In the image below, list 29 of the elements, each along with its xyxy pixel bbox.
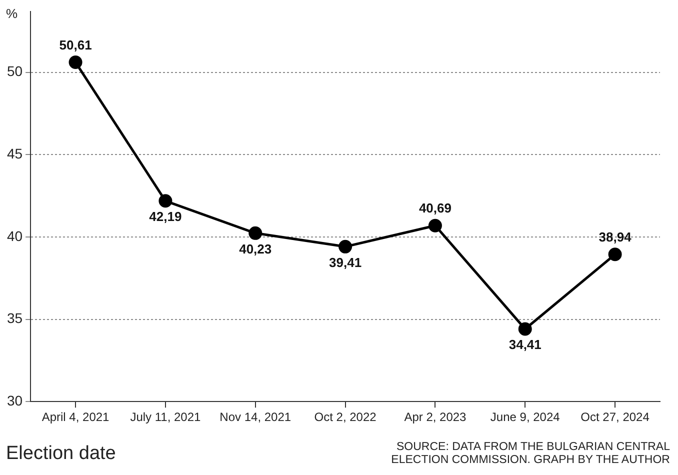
point — [248, 226, 262, 240]
y-tick-label: 50 — [6, 63, 23, 80]
x-axis-title: Election date — [6, 443, 116, 465]
source-note: SOURCE: DATA FROM THE BULGARIAN CENTRAL ELECTION COMMISSION. GRAPH BY THE AUTHOR — [390, 441, 670, 467]
x-tick-label: Oct 27, 2024 — [580, 410, 650, 424]
x-tick-label: June 9, 2024 — [490, 410, 560, 424]
x-tick-label: April 4, 2021 — [42, 410, 110, 424]
data-label: 39,41 — [329, 254, 362, 270]
point — [158, 194, 172, 208]
x-tick-label: Nov 14, 2021 — [220, 410, 292, 424]
data-label: 38,94 — [598, 229, 632, 244]
point — [608, 248, 622, 262]
data-label: 40,23 — [239, 241, 272, 256]
data-label: 40,69 — [418, 200, 452, 216]
y-tick-label: 40 — [6, 228, 23, 244]
x-tick-label: July 11, 2021 — [130, 410, 202, 424]
x-tick-label: Apr 2, 2023 — [404, 410, 467, 424]
y-tick-label: 30 — [6, 392, 23, 408]
y-tick-label: 45 — [6, 145, 23, 162]
y-axis-title: % — [6, 6, 18, 21]
point — [518, 322, 532, 336]
point — [428, 218, 442, 232]
y-tick-label: 35 — [6, 310, 23, 326]
data-label: 50,61 — [59, 37, 92, 52]
point — [338, 240, 352, 254]
data-label: 34,41 — [508, 337, 542, 352]
data-label: 42,19 — [149, 208, 182, 224]
point — [68, 56, 82, 70]
x-tick-label: Oct 2, 2022 — [314, 410, 377, 424]
